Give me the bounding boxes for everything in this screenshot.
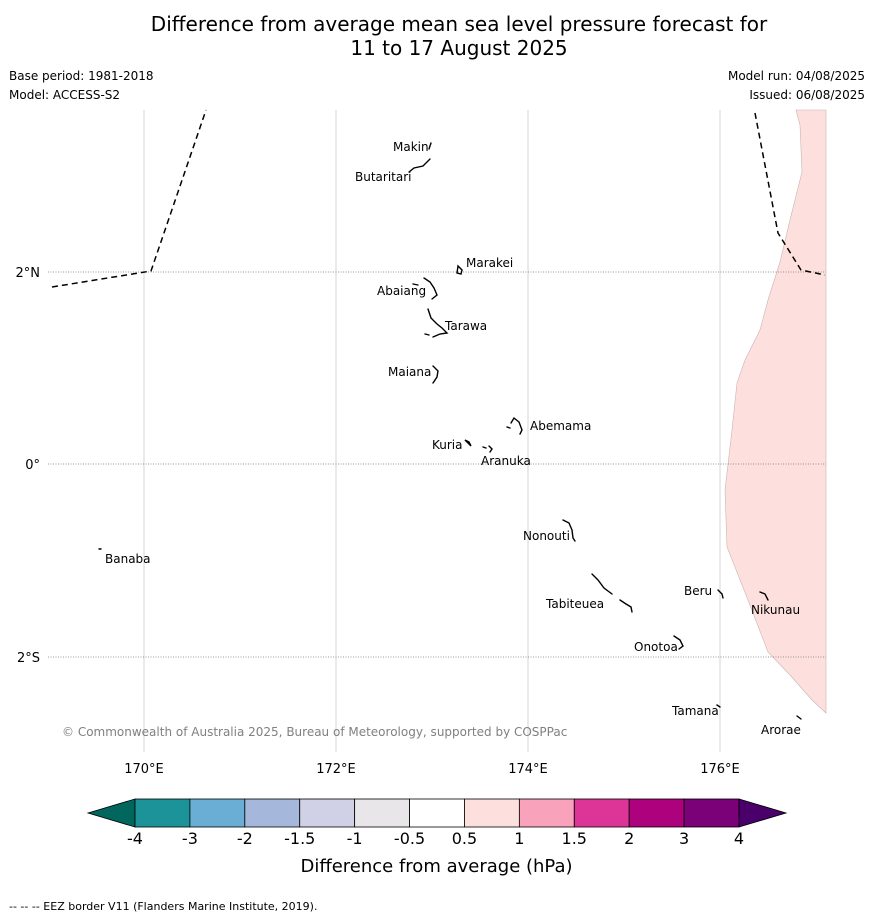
colorbar-tick-label: 3 <box>679 829 689 848</box>
lon-label-174e: 174°E <box>508 762 548 777</box>
colorbar-cell <box>134 798 191 828</box>
island-outlines <box>98 142 802 720</box>
label-abaiang: Abaiang <box>377 284 426 298</box>
lon-label-172e: 172°E <box>316 762 356 777</box>
lat-label-0: 0° <box>25 458 40 473</box>
island-tabiteuea <box>591 573 633 613</box>
label-tamana: Tamana <box>671 704 719 718</box>
colorbar-high-extension <box>738 798 788 828</box>
colorbar-cell <box>683 798 740 828</box>
colorbar-cell <box>573 798 630 828</box>
title-line-1: Difference from average mean sea level p… <box>150 12 768 36</box>
colorbar-cell <box>518 798 575 828</box>
colorbar-cell <box>354 798 410 828</box>
latitude-gridlines <box>48 271 826 658</box>
island-tarawa <box>424 308 449 338</box>
colorbar-cell <box>464 798 520 828</box>
model-run: Model run: 04/08/2025 <box>727 69 865 83</box>
label-onotoa: Onotoa <box>634 640 678 654</box>
longitude-gridlines <box>143 110 721 752</box>
colorbar-low-extension <box>86 798 136 828</box>
colorbar-tick-label: 1.5 <box>562 829 587 848</box>
label-abemama: Abemama <box>530 419 591 433</box>
colorbar-tick-label: -0.5 <box>394 829 425 848</box>
eez-border-east <box>754 112 826 276</box>
lat-label-2s: 2°S <box>17 651 40 666</box>
colorbar-tick-label: 1 <box>514 829 524 848</box>
island-arorae <box>796 715 802 720</box>
lat-label-2n: 2°N <box>16 266 41 281</box>
colorbar-tick-label: -3 <box>182 829 198 848</box>
colorbar-cell <box>409 798 465 828</box>
island-beru <box>717 589 724 599</box>
colorbar-cell <box>299 798 356 828</box>
lon-label-170e: 170°E <box>124 762 164 777</box>
colorbar-label: Difference from average (hPa) <box>300 856 573 877</box>
colorbar-cell <box>628 798 685 828</box>
island-maiana <box>432 365 439 384</box>
base-period: Base period: 1981-2018 <box>9 69 154 83</box>
island-makin <box>428 142 432 150</box>
label-aranuka: Aranuka <box>481 454 531 468</box>
label-banaba: Banaba <box>105 552 151 566</box>
label-tabiteuea: Tabiteuea <box>545 597 604 611</box>
eez-border-west <box>51 109 207 288</box>
island-butaritari <box>408 158 431 173</box>
colorbar-cell <box>244 798 301 828</box>
colorbar-tick-label: -1 <box>347 829 363 848</box>
lon-label-176e: 176°E <box>700 762 740 777</box>
island-kuria <box>464 439 472 447</box>
island-abemama <box>506 416 523 435</box>
island-tamana <box>716 704 721 708</box>
label-arorae: Arorae <box>761 723 801 737</box>
island-abaiang <box>412 277 438 300</box>
island-marakei <box>456 264 463 275</box>
label-makin: Makin <box>393 140 429 154</box>
copyright-notice: © Commonwealth of Australia 2025, Bureau… <box>62 725 567 739</box>
label-kuria: Kuria <box>432 438 463 452</box>
colorbar-tick-label: 0.5 <box>452 829 477 848</box>
colorbar-tick-label: -4 <box>127 829 143 848</box>
title-line-2: 11 to 17 August 2025 <box>350 36 568 60</box>
issued-date: Issued: 06/08/2025 <box>749 88 865 102</box>
label-maiana: Maiana <box>388 365 431 379</box>
label-nikunau: Nikunau <box>751 603 800 617</box>
colorbar-ticks: -4 -3 -2 -1.5 -1 -0.5 0.5 1 1.5 2 3 4 <box>127 829 744 848</box>
eez-source-note: -- -- -- EEZ border V11 (Flanders Marine… <box>9 900 318 913</box>
island-nikunau <box>759 591 769 601</box>
map-title: Difference from average mean sea level p… <box>0 12 873 60</box>
colorbar-tick-label: 4 <box>734 829 744 848</box>
label-nonouti: Nonouti <box>523 529 570 543</box>
island-onotoa <box>673 635 684 650</box>
eez-border-lines <box>51 109 826 288</box>
island-aranuka <box>482 445 493 453</box>
label-marakei: Marakei <box>466 256 513 270</box>
label-beru: Beru <box>684 584 712 598</box>
colorbar-cells <box>134 798 740 828</box>
colorbar-tick-label: -1.5 <box>284 829 315 848</box>
island-nonouti <box>562 519 576 542</box>
label-butaritari: Butaritari <box>355 170 412 184</box>
model-name: Model: ACCESS-S2 <box>9 88 121 102</box>
label-tarawa: Tarawa <box>444 319 487 333</box>
colorbar-cell <box>189 798 246 828</box>
colorbar: -4 -3 -2 -1.5 -1 -0.5 0.5 1 1.5 2 3 4 <box>86 798 788 848</box>
anomaly-shading-region <box>724 109 827 714</box>
colorbar-tick-label: -2 <box>237 829 253 848</box>
colorbar-tick-label: 2 <box>624 829 634 848</box>
